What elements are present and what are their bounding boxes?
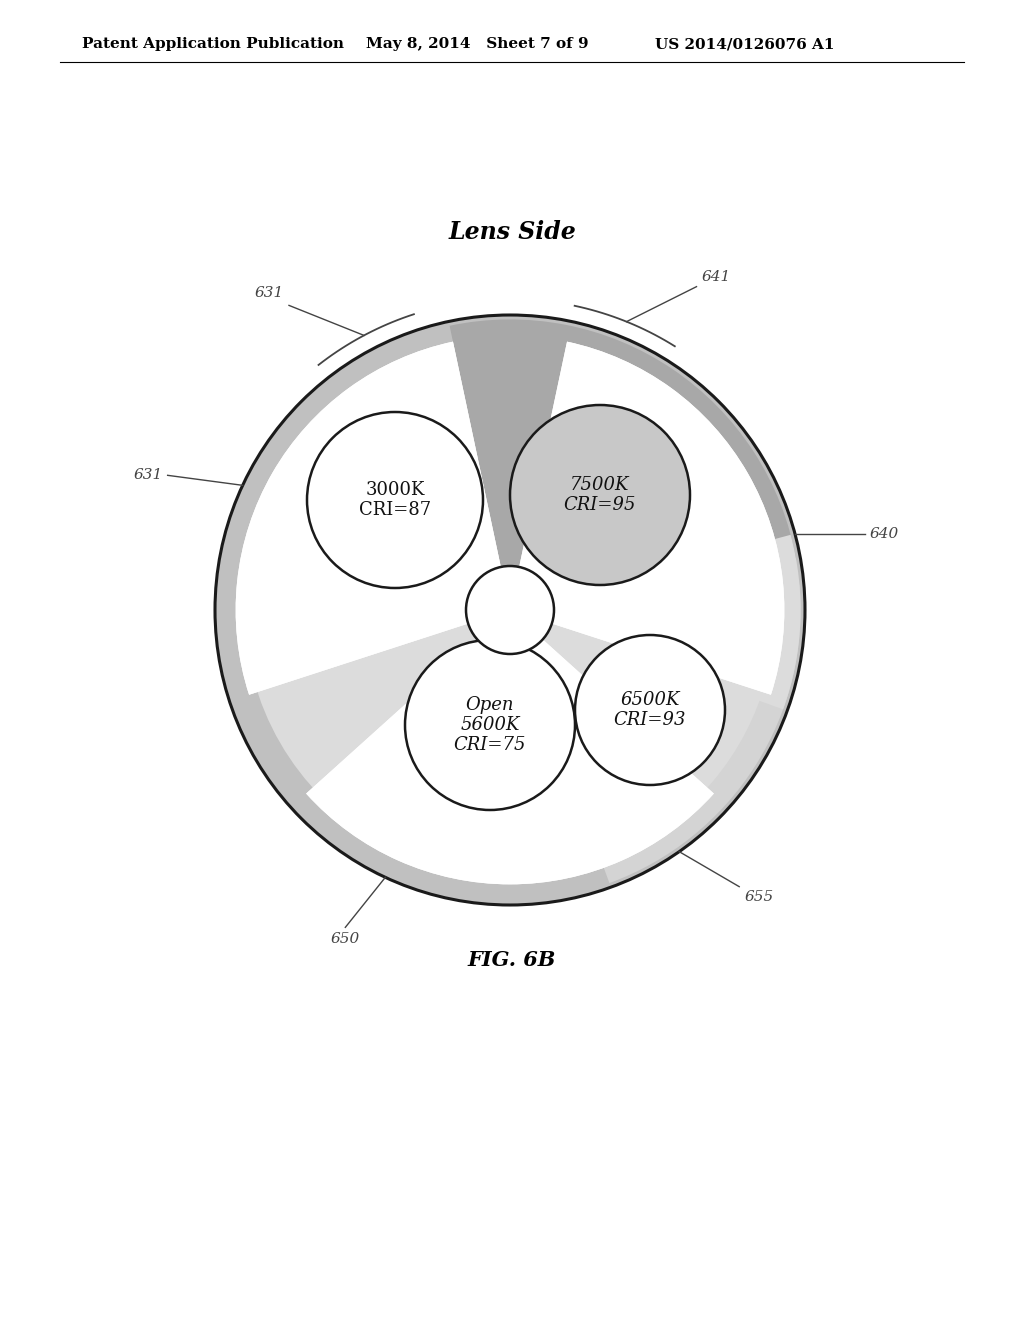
Text: Lens Side: Lens Side	[449, 220, 575, 244]
Wedge shape	[236, 342, 501, 694]
Wedge shape	[306, 640, 714, 884]
Circle shape	[575, 635, 725, 785]
Text: May 8, 2014   Sheet 7 of 9: May 8, 2014 Sheet 7 of 9	[366, 37, 589, 51]
Text: 631: 631	[133, 469, 163, 482]
Circle shape	[406, 640, 575, 810]
Text: 640: 640	[870, 527, 899, 541]
Text: 650: 650	[331, 932, 360, 946]
Text: 655: 655	[744, 890, 773, 904]
Wedge shape	[254, 610, 510, 866]
Wedge shape	[236, 342, 501, 694]
Circle shape	[307, 412, 483, 587]
Wedge shape	[510, 535, 801, 709]
Text: FIG. 6B: FIG. 6B	[468, 950, 556, 970]
Text: 641: 641	[701, 269, 731, 284]
Text: 3000K: 3000K	[366, 480, 425, 499]
Text: US 2014/0126076 A1: US 2014/0126076 A1	[655, 37, 835, 51]
Wedge shape	[510, 610, 766, 850]
Text: CRI=75: CRI=75	[454, 737, 526, 754]
Wedge shape	[510, 585, 801, 883]
Wedge shape	[519, 342, 784, 694]
Text: CRI=87: CRI=87	[359, 502, 431, 519]
Text: 6500K: 6500K	[621, 690, 680, 709]
Text: Patent Application Publication: Patent Application Publication	[82, 37, 344, 51]
Circle shape	[466, 566, 554, 653]
Wedge shape	[450, 319, 797, 610]
Circle shape	[510, 405, 690, 585]
Text: 631: 631	[255, 286, 284, 301]
Text: Open: Open	[466, 696, 514, 714]
Text: CRI=95: CRI=95	[564, 496, 636, 513]
Text: 7500K: 7500K	[570, 477, 630, 494]
Wedge shape	[306, 640, 714, 884]
Text: 5600K: 5600K	[460, 715, 520, 734]
Wedge shape	[519, 342, 784, 694]
Circle shape	[215, 315, 805, 906]
Text: CRI=93: CRI=93	[613, 711, 686, 729]
